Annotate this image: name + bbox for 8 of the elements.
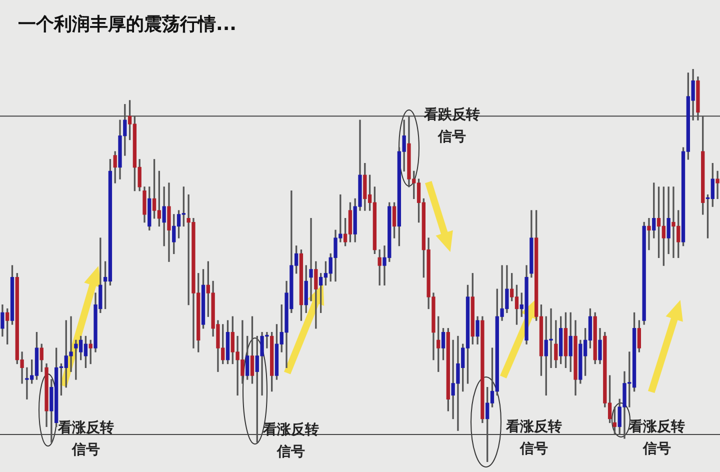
candlestick: [647, 218, 651, 250]
annotation: 看涨反转信号: [263, 421, 319, 462]
annotation: 看涨反转信号: [58, 419, 114, 460]
annotation: 看涨反转信号: [506, 418, 562, 459]
candlestick: [309, 218, 313, 302]
chart-title: 一个利润丰厚的震荡行情...: [18, 13, 237, 36]
annotation: 看涨反转信号: [629, 418, 685, 459]
candlestick: [716, 170, 720, 200]
